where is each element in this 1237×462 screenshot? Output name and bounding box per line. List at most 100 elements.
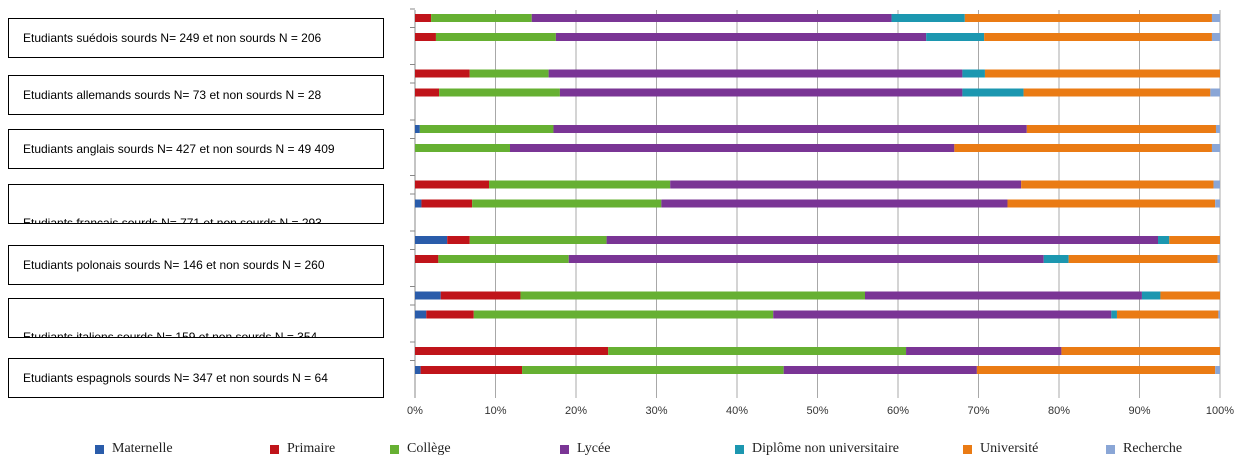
group-label: Etudiants espagnols sourds N= 347 et non… bbox=[8, 358, 384, 398]
bar-segment-maternelle bbox=[415, 236, 448, 244]
bar-segment-lyc-e bbox=[559, 88, 963, 97]
x-tick-label: 60% bbox=[887, 405, 909, 417]
legend-item: Diplôme non universitaire bbox=[735, 441, 899, 457]
bar-segment-recherche bbox=[1211, 144, 1220, 152]
bar-segment-primaire bbox=[415, 347, 609, 355]
bar-segment-universit- bbox=[984, 33, 1212, 41]
group-label-text: Etudiants francais sourds N= 771 et non … bbox=[23, 216, 322, 224]
x-tick-label: 30% bbox=[645, 405, 667, 417]
legend-item: Collège bbox=[390, 441, 451, 457]
legend-swatch bbox=[735, 444, 744, 454]
bar-segment-primaire bbox=[426, 310, 474, 319]
legend-label: Maternelle bbox=[112, 441, 173, 456]
bar-segment-universit- bbox=[1007, 199, 1216, 208]
bar-segment-lyc-e bbox=[568, 255, 1044, 263]
bar-segment-primaire bbox=[415, 255, 439, 263]
bar-segment-lyc-e bbox=[531, 14, 892, 22]
legend-swatch bbox=[560, 444, 569, 454]
bar-segment-dipl-me-non-universitaire bbox=[891, 14, 965, 22]
bar-segment-recherche bbox=[1211, 33, 1220, 41]
x-tick-label: 20% bbox=[565, 405, 587, 417]
bar-segment-coll-ge bbox=[608, 347, 907, 355]
bar-segment-universit- bbox=[1160, 291, 1220, 300]
bar-segment-dipl-me-non-universitaire bbox=[926, 33, 985, 41]
bar-segment-primaire bbox=[447, 236, 470, 244]
legend-item: Lycée bbox=[560, 441, 610, 457]
bar-segment-primaire bbox=[421, 199, 473, 208]
bar-segment-coll-ge bbox=[520, 291, 865, 300]
bar-segment-dipl-me-non-universitaire bbox=[1158, 236, 1170, 244]
bar-segment-universit- bbox=[1116, 310, 1219, 319]
bar-segment-recherche bbox=[1217, 255, 1220, 263]
bar-segment-maternelle bbox=[415, 125, 420, 133]
bar-segment-universit- bbox=[976, 366, 1216, 374]
bar-segment-universit- bbox=[1021, 180, 1214, 189]
bar-segment-dipl-me-non-universitaire bbox=[1141, 291, 1161, 300]
bar-segment-dipl-me-non-universitaire bbox=[1111, 310, 1117, 319]
bar-segment-primaire bbox=[415, 33, 436, 41]
bar-segment-coll-ge bbox=[473, 310, 774, 319]
bar-segment-maternelle bbox=[415, 366, 421, 374]
group-label-text: Etudiants anglais sourds N= 427 et non s… bbox=[23, 142, 335, 156]
bar-segment-lyc-e bbox=[606, 236, 1159, 244]
bar-segment-universit- bbox=[964, 14, 1212, 22]
bar-segment-recherche bbox=[1210, 88, 1220, 97]
legend-swatch bbox=[95, 444, 104, 454]
x-tick-label: 70% bbox=[967, 405, 989, 417]
group-label-text: Etudiants italiens sourds N= 159 et non … bbox=[23, 330, 318, 338]
bar-segment-coll-ge bbox=[435, 33, 556, 41]
bar-segment-lyc-e bbox=[553, 125, 1027, 133]
legend-label: Primaire bbox=[287, 441, 336, 456]
bar-segment-coll-ge bbox=[522, 366, 784, 374]
chart-legend: Maternelle Primaire Collège Lycée Diplôme no… bbox=[0, 441, 1237, 462]
bar-segment-coll-ge bbox=[419, 125, 554, 133]
x-tick-label: 0% bbox=[407, 405, 423, 417]
x-tick-label: 40% bbox=[726, 405, 748, 417]
bar-segment-recherche bbox=[1218, 310, 1220, 319]
bar-segment-recherche bbox=[1213, 180, 1220, 189]
bar-segment-recherche bbox=[1215, 366, 1220, 374]
group-label: Etudiants anglais sourds N= 427 et non s… bbox=[8, 129, 384, 169]
bar-segment-universit- bbox=[1061, 347, 1220, 355]
bar-segment-maternelle bbox=[415, 199, 422, 208]
bar-segment-coll-ge bbox=[469, 69, 549, 78]
bar-segment-lyc-e bbox=[548, 69, 963, 78]
bar-segment-universit- bbox=[1068, 255, 1218, 263]
bar-segment-dipl-me-non-universitaire bbox=[962, 88, 1024, 97]
bar-segment-universit- bbox=[1169, 236, 1220, 244]
group-label: Etudiants polonais sourds N= 146 et non … bbox=[8, 245, 384, 285]
legend-swatch bbox=[963, 444, 972, 454]
bar-segment-primaire bbox=[415, 180, 490, 189]
bar-segment-dipl-me-non-universitaire bbox=[1043, 255, 1069, 263]
legend-item: Recherche bbox=[1106, 441, 1182, 457]
bar-segment-coll-ge bbox=[439, 88, 560, 97]
bar-segment-coll-ge bbox=[415, 144, 510, 152]
bar-segment-lyc-e bbox=[509, 144, 955, 152]
x-tick-label: 10% bbox=[484, 405, 506, 417]
bar-segment-primaire bbox=[415, 88, 440, 97]
x-tick-label: 100% bbox=[1206, 405, 1234, 417]
legend-label: Université bbox=[980, 441, 1039, 456]
bar-segment-recherche bbox=[1215, 125, 1220, 133]
legend-label: Collège bbox=[407, 441, 451, 456]
bar-segment-coll-ge bbox=[438, 255, 569, 263]
legend-label: Lycée bbox=[577, 441, 611, 456]
bar-segment-primaire bbox=[440, 291, 521, 300]
bar-segment-universit- bbox=[984, 69, 1220, 78]
legend-item: Primaire bbox=[270, 441, 335, 457]
bar-segment-coll-ge bbox=[469, 236, 607, 244]
bar-segment-primaire bbox=[420, 366, 523, 374]
legend-label: Recherche bbox=[1123, 441, 1183, 456]
bar-segment-recherche bbox=[1211, 14, 1220, 22]
bar-segment-lyc-e bbox=[670, 180, 1022, 189]
bar-segment-lyc-e bbox=[906, 347, 1062, 355]
legend-item: Université bbox=[963, 441, 1038, 457]
bar-segment-maternelle bbox=[415, 310, 427, 319]
legend-swatch bbox=[1106, 444, 1115, 454]
bar-segment-maternelle bbox=[415, 291, 441, 300]
x-tick-label: 50% bbox=[806, 405, 828, 417]
bar-segment-dipl-me-non-universitaire bbox=[962, 69, 985, 78]
group-label: Etudiants suédois sourds N= 249 et non s… bbox=[8, 18, 384, 58]
bar-segment-universit- bbox=[954, 144, 1212, 152]
